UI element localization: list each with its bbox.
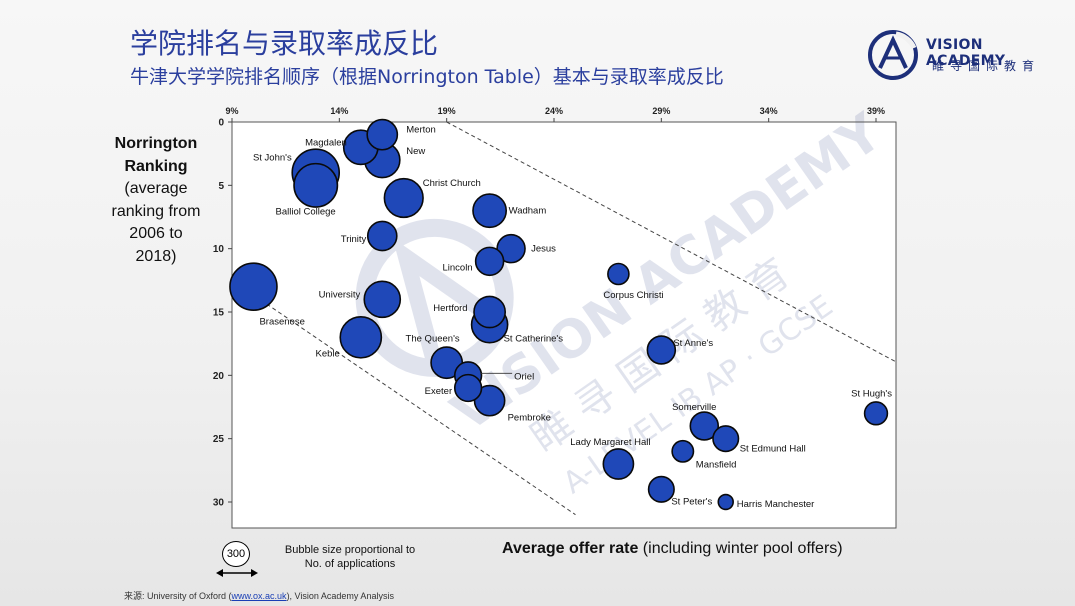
- x-tick-label: 29%: [652, 106, 670, 116]
- bubble: [646, 335, 677, 365]
- bubble: [472, 193, 508, 229]
- bubble-label: St Edmund Hall: [740, 444, 806, 455]
- bubble: [671, 439, 695, 463]
- bubble-label: St John's: [253, 153, 292, 164]
- page-title: 学院排名与录取率成反比: [130, 27, 439, 60]
- bubble: [602, 448, 635, 480]
- x-tick-label: 24%: [545, 106, 563, 116]
- x-tick-label: 9%: [225, 106, 238, 116]
- bubble-label: St Peter's: [671, 496, 712, 507]
- bubble-label: Brasenose: [259, 317, 304, 328]
- x-tick-label: 14%: [330, 106, 348, 116]
- bubble: [363, 280, 402, 319]
- y-axis-label-line2: Ranking: [124, 157, 188, 175]
- bubble-label: Christ Church: [423, 178, 481, 189]
- bubble: [453, 373, 483, 403]
- y-axis-label-line4: ranking from: [111, 202, 201, 220]
- bubble-label: Corpus Christi: [603, 290, 663, 301]
- bubble-label: Harris Manchester: [737, 499, 815, 510]
- bubble-label: Mansfield: [696, 459, 737, 470]
- vision-academy-logo: VISION ACADEMY 睢寻国际教育: [866, 28, 1066, 82]
- bubble: [607, 262, 630, 286]
- bubble: [717, 493, 734, 511]
- x-tick-label: 34%: [760, 106, 778, 116]
- plot-frame: [231, 121, 897, 529]
- vision-academy-logo-mark-icon: [868, 30, 918, 80]
- bubble-label: Magdalen: [305, 137, 347, 148]
- bubble-label: Exeter: [425, 386, 452, 397]
- watermark-logo-a: [392, 237, 507, 373]
- bubble: [293, 162, 339, 208]
- bubble-label: Somerville: [672, 402, 716, 413]
- bubble-label: Keble: [315, 348, 339, 359]
- page-subtitle: 牛津大学学院排名顺序（根据Norrington Table）基本与录取率成反比: [130, 66, 724, 88]
- bubble: [366, 118, 399, 151]
- source-note: 来源: University of Oxford (www.ox.ac.uk),…: [124, 589, 394, 602]
- bubble-label: Pembroke: [508, 413, 551, 424]
- legend-text-line1: Bubble size proportional to: [284, 544, 416, 556]
- bubble-label: St Catherine's: [504, 334, 564, 345]
- trend-line: [446, 121, 898, 364]
- bubble: [474, 246, 505, 277]
- source-prefix: 来源: University of Oxford (: [124, 591, 232, 601]
- bubble-label: Balliol College: [276, 206, 336, 217]
- bubble: [689, 411, 720, 441]
- bubble-label: Lady Margaret Hall: [570, 437, 650, 448]
- legend-text: Bubble size proportional to No. of appli…: [270, 543, 430, 571]
- source-link[interactable]: www.ox.ac.uk: [231, 591, 287, 601]
- plot-area: [232, 122, 896, 528]
- x-tick-label: 39%: [867, 106, 885, 116]
- x-axis-label-rest: (including winter pool offers): [638, 540, 843, 557]
- bubble-label: Wadham: [509, 206, 547, 217]
- bubble: [712, 425, 740, 453]
- bubble-label: Oriel: [514, 371, 534, 382]
- bubble-label: St Hugh's: [851, 388, 892, 399]
- y-axis-label-line1: Norrington: [114, 135, 198, 152]
- bubble: [366, 220, 398, 252]
- bubble-label: Merton: [406, 125, 436, 136]
- logo-subtitle: 睢寻国际教育: [932, 59, 1041, 73]
- logo-name: VISION ACADEMY: [926, 37, 1006, 69]
- y-tick-label: 30: [213, 498, 225, 509]
- y-tick-label: 25: [213, 434, 225, 445]
- bubble-label: Jesus: [531, 244, 556, 255]
- bubble-label: University: [319, 289, 361, 300]
- bubble: [473, 295, 507, 329]
- y-axis-label-line6: 2018): [135, 247, 177, 265]
- bubble: [647, 475, 675, 503]
- x-axis-label-bold: Average offer rate: [502, 540, 639, 557]
- bubble: [863, 401, 889, 426]
- y-axis-label-line3: (average: [124, 180, 188, 197]
- bubble-label: New: [406, 146, 425, 157]
- y-tick-label: 0: [218, 118, 224, 129]
- y-axis-label: Norrington Ranking (average ranking from…: [90, 133, 222, 268]
- source-suffix: ), Vision Academy Analysis: [286, 591, 394, 601]
- y-axis-label-line5: 2006 to: [129, 225, 183, 242]
- trend-line: [231, 279, 576, 516]
- bubble: [339, 315, 383, 359]
- x-axis-label: Average offer rate (including winter poo…: [502, 540, 843, 558]
- bubble: [229, 262, 278, 311]
- legend-double-arrow-icon: [216, 569, 258, 577]
- bubble: [383, 177, 424, 219]
- bubble-label: Lincoln: [442, 262, 472, 273]
- bubble: [473, 384, 506, 417]
- bubble-label: St Anne's: [673, 338, 713, 349]
- y-tick-label: 5: [218, 181, 224, 192]
- bubble-label: Hertford: [433, 303, 467, 314]
- y-tick-label: 20: [213, 371, 225, 382]
- legend-text-line2: No. of applications: [304, 558, 396, 570]
- y-tick-label: 15: [213, 308, 225, 319]
- y-tick-label: 10: [213, 244, 225, 255]
- bubble-label: Trinity: [341, 234, 367, 245]
- legend-bubble: 300: [222, 541, 250, 567]
- x-tick-label: 19%: [438, 106, 456, 116]
- bubble-label: The Queen's: [406, 334, 460, 345]
